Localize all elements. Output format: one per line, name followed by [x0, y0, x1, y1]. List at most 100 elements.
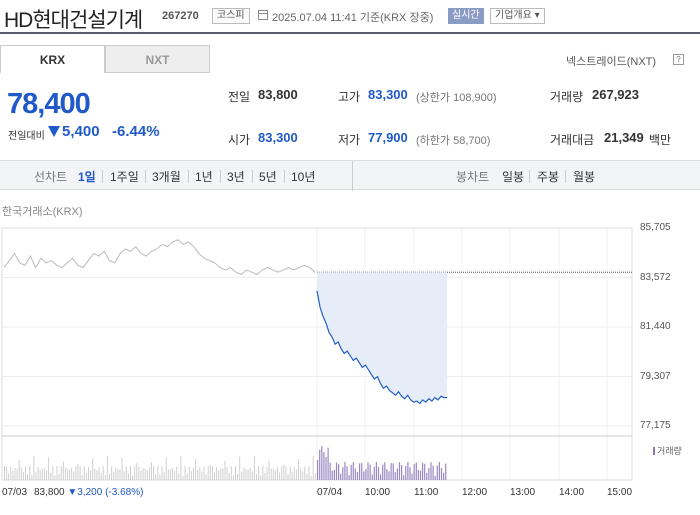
help-icon[interactable]: ?: [673, 54, 684, 65]
price-chart[interactable]: [0, 218, 700, 488]
volume-bar: [54, 475, 56, 480]
volume-bar: [159, 474, 161, 480]
volume-bar: [146, 470, 148, 480]
volume-bar: [190, 471, 192, 480]
x-tick-label: 07/03: [2, 487, 28, 498]
volume-bar: [71, 467, 73, 480]
volume-bar: [31, 474, 33, 480]
period-5y[interactable]: 5년: [259, 170, 277, 184]
volume-bar: [272, 468, 274, 480]
volume-bar: [18, 459, 20, 480]
volume-bar: [346, 466, 348, 480]
volume-bar: [348, 475, 350, 480]
today-line: [316, 290, 447, 405]
volume-bar: [394, 472, 396, 480]
volume-bar: [419, 470, 422, 480]
candle-monthly[interactable]: 월봉: [573, 170, 596, 184]
volume-bar: [384, 462, 386, 480]
volume-bar: [48, 456, 50, 480]
volume-bar: [380, 474, 382, 480]
volume-bar: [430, 462, 432, 480]
prev-close-label: 전일: [228, 90, 251, 104]
volume-bar: [211, 466, 213, 480]
volume-bar: [134, 466, 136, 480]
x-tick-label: 13:00: [510, 487, 536, 498]
volume-bar: [268, 460, 270, 480]
lower-limit: (하한가 58,700): [416, 135, 491, 147]
volume-bar: [413, 464, 415, 480]
change-label: 전일대비: [8, 131, 45, 142]
down-arrow-icon: [48, 126, 60, 137]
period-1w[interactable]: 1주일: [110, 170, 139, 184]
volume-bar: [323, 451, 325, 480]
volume-bar: [214, 472, 215, 480]
volume-bar: [176, 466, 178, 480]
period-3m[interactable]: 3개월: [152, 170, 181, 184]
volume-bar: [295, 469, 297, 480]
tab-nxt[interactable]: NXT: [105, 45, 210, 73]
volume-bar: [109, 474, 110, 480]
volume-bar: [329, 462, 331, 480]
volume-bar: [92, 458, 94, 480]
volume-bar: [443, 472, 445, 480]
tab-krx[interactable]: KRX: [0, 45, 105, 73]
volume-bar: [266, 466, 268, 480]
volume-bar: [50, 473, 52, 480]
volume-bar: [22, 472, 24, 480]
volume-bar: [69, 469, 71, 480]
volume-bar: [243, 467, 245, 480]
volume-bar: [356, 472, 359, 480]
volume-bar: [111, 466, 113, 480]
x-tick-label: 14:00: [559, 487, 585, 498]
volume-bar: [182, 475, 184, 480]
volume-bar: [392, 463, 394, 480]
volume-bar: [327, 447, 329, 480]
volume-bar: [350, 465, 352, 480]
volume-bar: [382, 464, 384, 480]
volume-bar: [88, 467, 89, 480]
volume-bar: [100, 472, 102, 480]
change-value: 5,400: [62, 123, 100, 140]
stock-header: HD현대건설기계 267270 코스피 2025.07.04 11:41 기준(…: [0, 0, 700, 34]
volume-bar: [161, 466, 163, 480]
volume-bar: [281, 466, 283, 480]
volume-bar: [369, 464, 371, 480]
volume-bar: [417, 469, 419, 480]
volume-bar: [136, 463, 138, 480]
volume-bar: [186, 473, 188, 480]
period-1y[interactable]: 1년: [195, 170, 213, 184]
volume-bar: [178, 473, 180, 480]
volume-bar: [245, 469, 247, 480]
volume-bar: [81, 475, 83, 480]
volume-bar: [10, 466, 12, 480]
candle-daily[interactable]: 일봉: [502, 170, 525, 184]
volume-bar: [96, 470, 98, 480]
volume-bar: [354, 468, 356, 480]
volume-bar: [16, 469, 18, 480]
volume-bar: [422, 462, 424, 480]
volume-bar: [247, 469, 249, 480]
low-value: 77,900: [368, 130, 408, 145]
y-tick-label: 83,572: [640, 272, 671, 283]
realtime-button[interactable]: 실시간: [448, 8, 484, 24]
volume-bar: [125, 466, 127, 480]
period-1d[interactable]: 1일: [78, 170, 96, 184]
volume-bar: [333, 469, 335, 480]
volume-bar: [117, 469, 119, 480]
company-overview-dropdown[interactable]: 기업개요 ▾: [490, 8, 545, 24]
current-price: 78,400: [7, 88, 91, 120]
volume-bar: [335, 462, 338, 480]
volume-bar: [180, 456, 182, 480]
period-10y[interactable]: 10년: [291, 170, 316, 184]
period-3y[interactable]: 3년: [227, 170, 245, 184]
volume-bar: [386, 469, 388, 480]
prev-day-pct: (-3.68%): [105, 487, 144, 498]
x-tick-label: 12:00: [462, 487, 488, 498]
high-label: 고가: [338, 90, 361, 104]
prev-day-line: [3, 239, 316, 276]
upper-limit: (상한가 108,900): [416, 92, 497, 104]
volume-bar: [222, 468, 224, 480]
candle-weekly[interactable]: 주봉: [537, 170, 560, 184]
volume-bar: [264, 472, 266, 480]
prev-day-change: ▼3,200: [67, 487, 103, 498]
